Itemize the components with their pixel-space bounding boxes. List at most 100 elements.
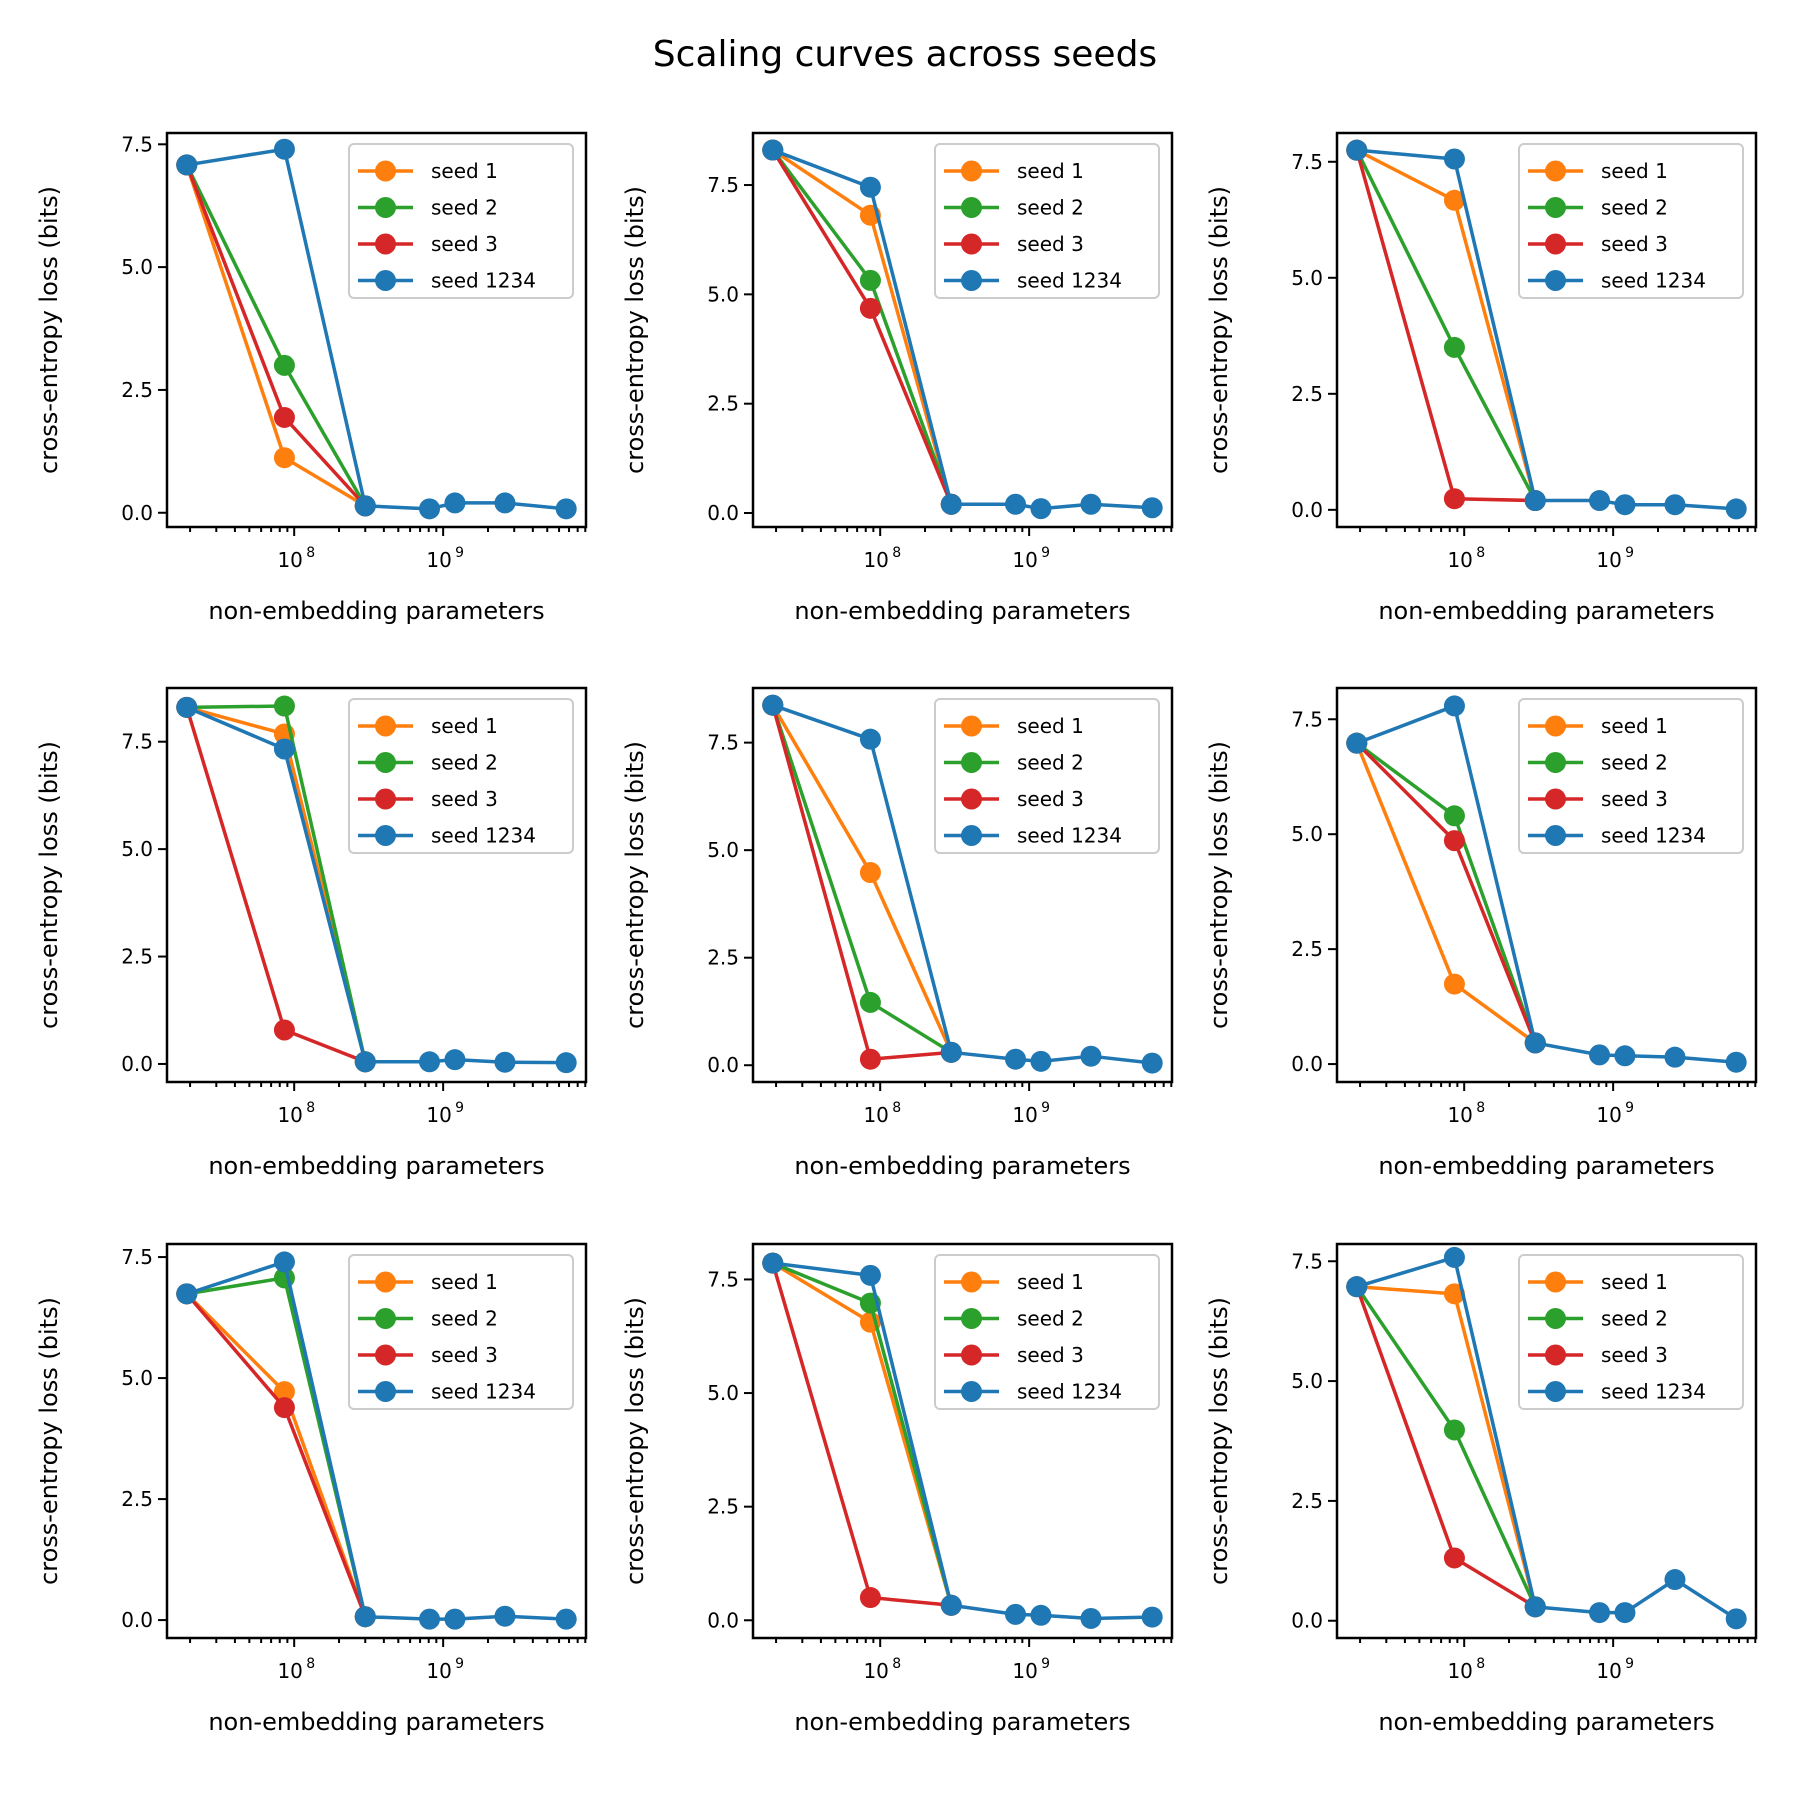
data-point-seed-1234 [419,498,441,520]
data-point-seed-1234 [859,176,881,198]
data-point-seed-1 [859,862,881,884]
legend-entry-label: seed 3 [431,232,498,256]
y-tick-label: 5.0 [1291,1369,1323,1393]
data-point-seed-1 [1443,1283,1465,1305]
x-tick-exponent: 9 [1625,545,1634,561]
legend-entry-label: seed 2 [1601,1307,1668,1331]
data-point-seed-3 [273,1019,295,1041]
data-point-seed-1234 [176,696,198,718]
legend-marker-icon [1545,197,1566,218]
legend-entry-label: seed 1234 [1017,1380,1122,1404]
legend-marker-icon [375,715,396,737]
axes-frame [751,1242,1174,1640]
data-point-seed-1234 [1614,1602,1636,1624]
x-axis-label: non-embedding parameters [1378,1708,1714,1736]
legend: seed 1 seed 2 seed 3 seed 1234 [1518,143,1744,299]
legend-entry-label: seed 2 [431,751,498,775]
x-tick-label: 10 [426,1659,451,1683]
legend-marker-icon [1545,825,1566,846]
legend-marker-icon [961,270,982,291]
legend-entry-label: seed 3 [1601,787,1668,811]
y-tick-label: 0.0 [121,1608,153,1632]
legend: seed 1 seed 2 seed 3 seed 1234 [1518,1254,1744,1410]
y-tick-label: 7.5 [707,731,739,755]
data-point-seed-1234 [1141,1052,1163,1074]
legend-marker-icon [961,1308,982,1329]
legend-marker-icon [1545,1271,1566,1293]
legend-entry-label: seed 1 [1601,159,1668,183]
legend-entry-label: seed 3 [1017,232,1084,256]
series-group [1346,695,1747,1073]
legend-entry-label: seed 2 [1017,751,1084,775]
y-tick-label: 2.5 [1291,382,1323,406]
legend-entry-label: seed 1234 [1017,269,1122,293]
axes-frame [1335,1242,1758,1640]
data-point-seed-1234 [1589,1044,1611,1066]
data-point-seed-1234 [1664,494,1686,516]
y-tick-label: 2.5 [121,945,153,969]
x-tick-label: 10 [1012,1659,1037,1683]
legend-entry-label: seed 1234 [1601,1380,1706,1404]
legend: seed 1 seed 2 seed 3 seed 1234 [934,1254,1160,1410]
series-group [1346,1246,1747,1630]
legend-box [1518,1254,1744,1410]
legend: seed 1 seed 2 seed 3 seed 1234 [1518,698,1744,854]
data-point-seed-1234 [762,139,784,161]
legend-marker-icon [1545,752,1566,773]
legend-entry-label: seed 1 [1017,159,1084,183]
x-tick-exponent: 8 [1476,1100,1485,1116]
legend-entry-label: seed 1234 [431,824,536,848]
data-point-seed-1234 [1141,497,1163,519]
x-axis-label: non-embedding parameters [794,1152,1130,1180]
data-point-seed-1234 [273,1251,295,1273]
legend-entry-label: seed 2 [1601,751,1668,775]
legend: seed 1 seed 2 seed 3 seed 1234 [348,143,574,299]
y-tick-label: 2.5 [707,1495,739,1519]
legend-marker-icon [961,715,982,737]
y-tick-label: 0.0 [1291,1052,1323,1076]
legend-marker-icon [375,1308,396,1329]
legend-entry-label: seed 1 [1017,1270,1084,1294]
series-group [762,694,1163,1074]
legend-entry-label: seed 1 [431,714,498,738]
x-tick-label: 10 [863,548,888,572]
data-point-seed-1234 [1030,498,1052,520]
axes-frame [751,686,1174,1084]
y-axis-label: cross-entropy loss (bits) [621,1297,649,1585]
y-tick-label: 5.0 [1291,822,1323,846]
legend-box [348,1254,574,1410]
x-tick-label: 10 [1447,548,1472,572]
legend-marker-icon [961,160,982,182]
legend: seed 1 seed 2 seed 3 seed 1234 [934,143,1160,299]
legend-marker-icon [961,788,982,810]
y-tick-label: 5.0 [121,1366,153,1390]
axes-frame [165,131,588,529]
y-tick-label: 0.0 [1291,1609,1323,1633]
data-point-seed-1234 [273,138,295,160]
data-point-seed-3 [859,1048,881,1070]
data-point-seed-1234 [1443,148,1465,170]
legend: seed 1 seed 2 seed 3 seed 1234 [348,1254,574,1410]
data-point-seed-1234 [859,728,881,750]
legend-entry-label: seed 3 [431,787,498,811]
legend-marker-icon [375,752,396,773]
legend-box [1518,698,1744,854]
legend-entry-label: seed 2 [431,1307,498,1331]
y-tick-label: 0.0 [707,1608,739,1632]
data-point-seed-1 [273,447,295,469]
axes-frame [165,686,588,1084]
x-tick-exponent: 8 [306,1100,315,1116]
data-point-seed-1 [273,1381,295,1403]
series-group [176,1251,577,1630]
data-point-seed-1234 [859,1264,881,1286]
legend-marker-icon [375,197,396,218]
data-point-seed-2 [1443,805,1465,827]
y-tick-label: 2.5 [707,392,739,416]
x-axis-label: non-embedding parameters [1378,597,1714,625]
data-point-seed-1234 [273,738,295,760]
